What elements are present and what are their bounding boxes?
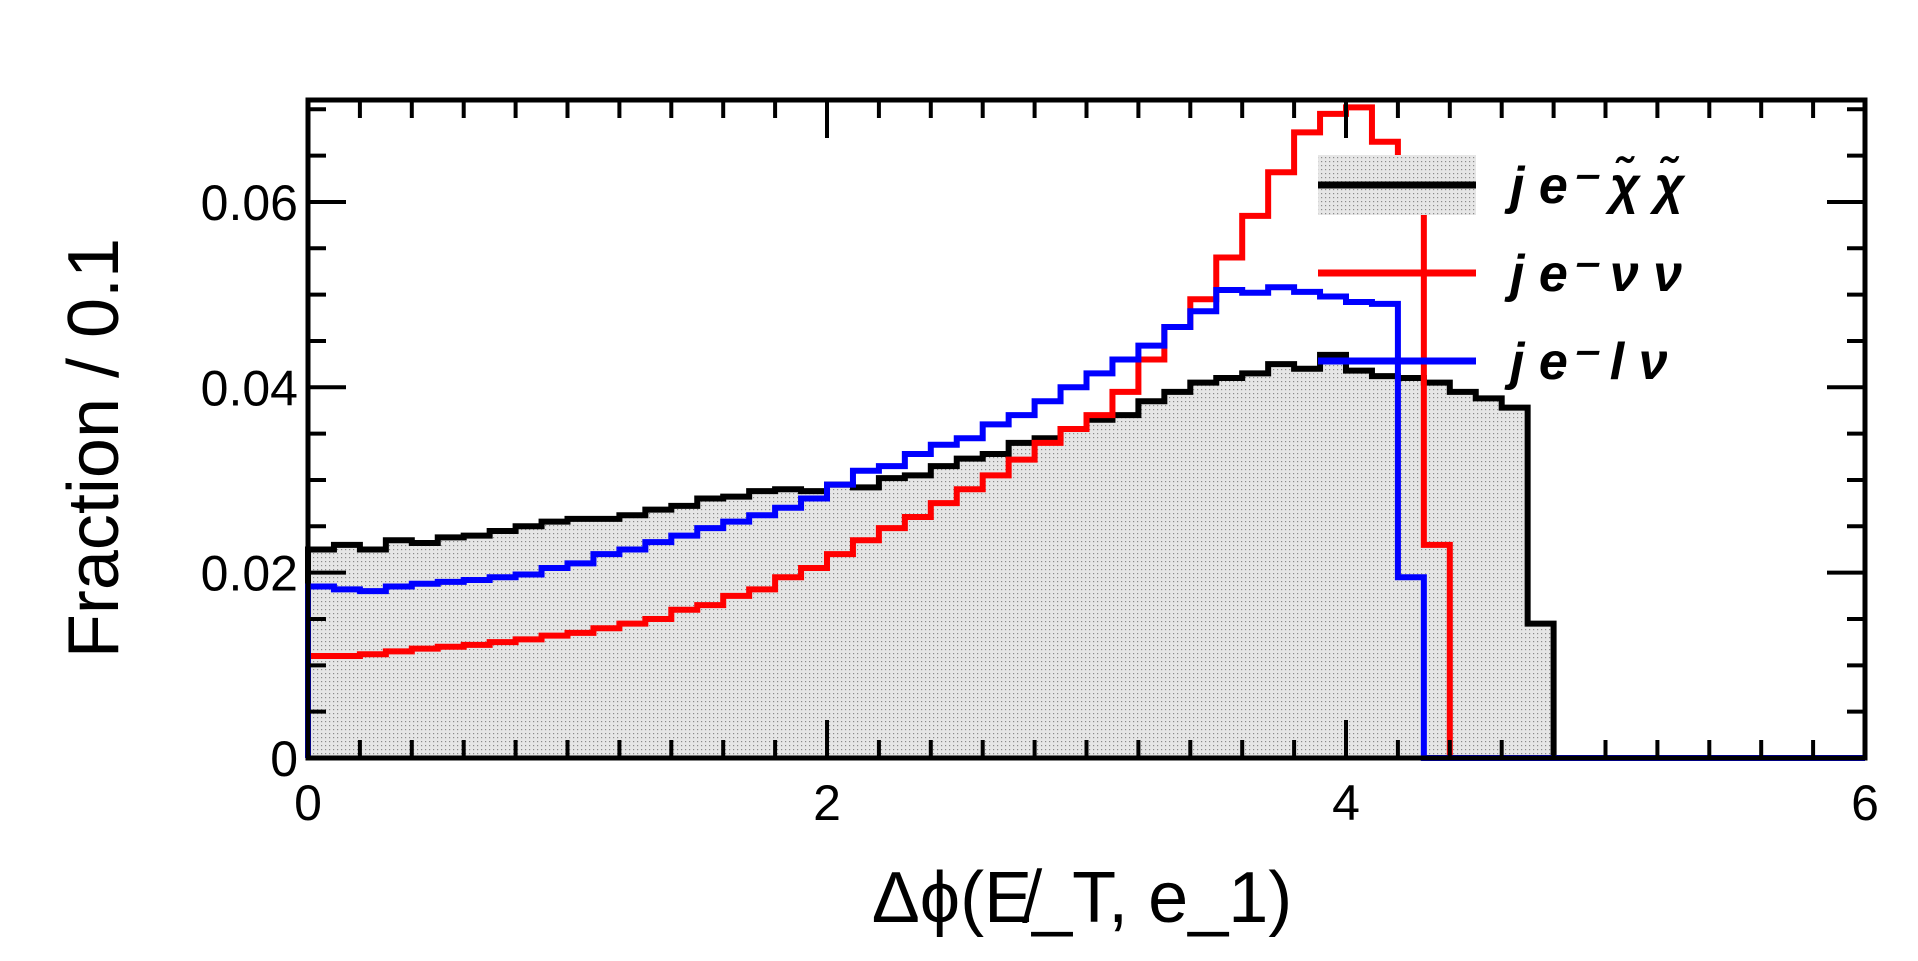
series-2-line [305,284,1865,761]
series-0-fill [308,354,1865,758]
legend-entry-1: j e⁻ ν ν [1318,245,1682,303]
y-tick-label: 0 [270,731,298,787]
legend-label: j e⁻ l ν [1504,333,1668,391]
legend-entry-2: j e⁻ l ν [1318,333,1668,391]
x-tick-label: 2 [813,775,841,831]
legend-entry-0: j e⁻ χ̃ χ̃ [1318,155,1686,215]
histogram-layer [305,104,1865,761]
x-tick-label: 4 [1332,775,1360,831]
series-1-line [305,104,1865,761]
y-axis-title: Fraction / 0.1 [54,238,134,658]
y-tick-label: 0.04 [201,360,298,416]
x-tick-label: 6 [1851,775,1879,831]
legend-label: j e⁻ χ̃ χ̃ [1504,156,1686,215]
y-tick-label: 0.02 [201,546,298,602]
series-0-line [305,351,1865,761]
y-tick-label: 0.06 [201,175,298,231]
legend: j e⁻ χ̃ χ̃ j e⁻ ν ν j e⁻ l ν [1318,155,1686,391]
x-axis-title: Δϕ(E̸_T, e_1) [872,858,1293,938]
x-tick-label: 0 [294,775,322,831]
axes-frame [305,97,1868,761]
legend-label: j e⁻ ν ν [1504,245,1682,303]
tick-labels: 0 2 4 6 0 0.02 0.04 0.06 [201,175,1879,831]
